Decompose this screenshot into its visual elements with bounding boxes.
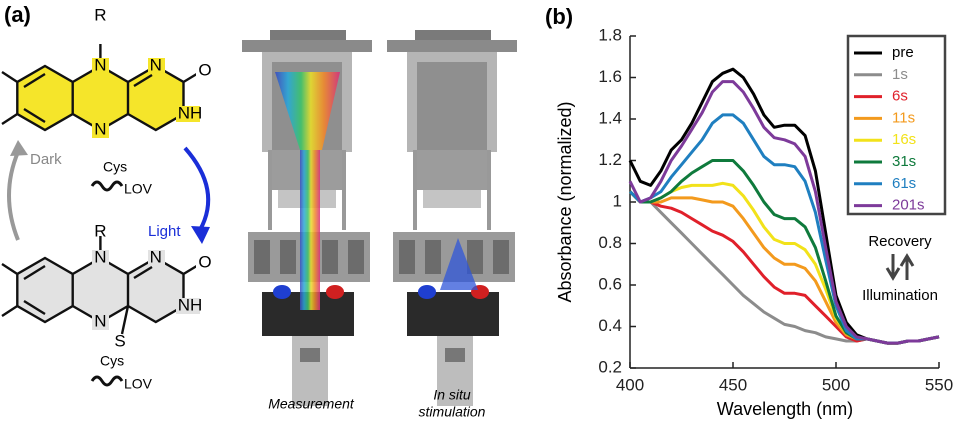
x-tick-label: 450: [719, 375, 747, 394]
y-tick-label: 0.4: [598, 316, 622, 335]
panel-label: (b): [545, 4, 573, 29]
cys-label: Cys: [100, 353, 124, 369]
x-axis-label: Wavelength (nm): [717, 399, 853, 419]
dark-label: Dark: [30, 151, 62, 168]
lov-label: LOV: [124, 376, 153, 392]
light-cone: [440, 238, 478, 290]
y-tick-label: 0.2: [598, 357, 622, 376]
legend-label: 16s: [892, 131, 916, 148]
atom: NH: [178, 295, 203, 314]
lov-label: LOV: [124, 181, 153, 197]
atom: N: [94, 247, 106, 266]
y-axis-label: Absorbance (normalized): [555, 101, 575, 302]
atom: N: [94, 55, 106, 74]
atom: N: [94, 119, 106, 138]
legend-label: 11s: [892, 109, 915, 126]
y-tick-label: 1: [613, 191, 622, 210]
legend-label: 201s: [892, 197, 925, 214]
caption: In situ: [433, 387, 471, 403]
atom: NH: [178, 103, 203, 122]
light-beam: [300, 150, 320, 310]
cycle: Dark Light Cys LOV: [7, 140, 211, 244]
light-label: Light: [148, 223, 181, 240]
atom: R: [94, 221, 106, 240]
y-tick-label: 0.8: [598, 233, 622, 252]
legend-label: 31s: [892, 153, 916, 170]
x-tick-label: 500: [822, 375, 850, 394]
legend-label: 61s: [892, 175, 916, 192]
light-cone: [275, 72, 340, 150]
flavin-bottom: R N N O N NH S Cys LOV: [1, 221, 214, 392]
x-tick-label: 550: [925, 375, 953, 394]
legend-label: 6s: [892, 88, 908, 105]
atom: O: [198, 252, 211, 271]
atom: N: [150, 247, 162, 266]
flavin-top: R N N O N NH: [1, 5, 214, 138]
cys-label: Cys: [103, 159, 127, 175]
caption: stimulation: [419, 404, 486, 420]
atom: N: [150, 55, 162, 74]
series-line: [628, 80, 940, 345]
arrows: [885, 253, 915, 281]
y-tick-label: 1.8: [598, 25, 622, 44]
legend-label: pre: [892, 44, 914, 61]
panel-label: (a): [4, 2, 31, 27]
caption: Measurement: [268, 396, 355, 412]
atom: R: [94, 5, 106, 24]
annotation: Recovery: [868, 233, 932, 250]
device-stimulation: [385, 28, 519, 408]
y-tick-label: 0.6: [598, 274, 622, 293]
atom: S: [114, 331, 125, 350]
atom: N: [94, 311, 106, 330]
annotation: Illumination: [862, 287, 938, 304]
x-tick-label: 400: [616, 375, 644, 394]
legend-label: 1s: [892, 66, 908, 83]
y-tick-label: 1.2: [598, 150, 622, 169]
y-tick-label: 1.4: [598, 108, 622, 127]
y-tick-label: 1.6: [598, 67, 622, 86]
atom: O: [198, 60, 211, 79]
